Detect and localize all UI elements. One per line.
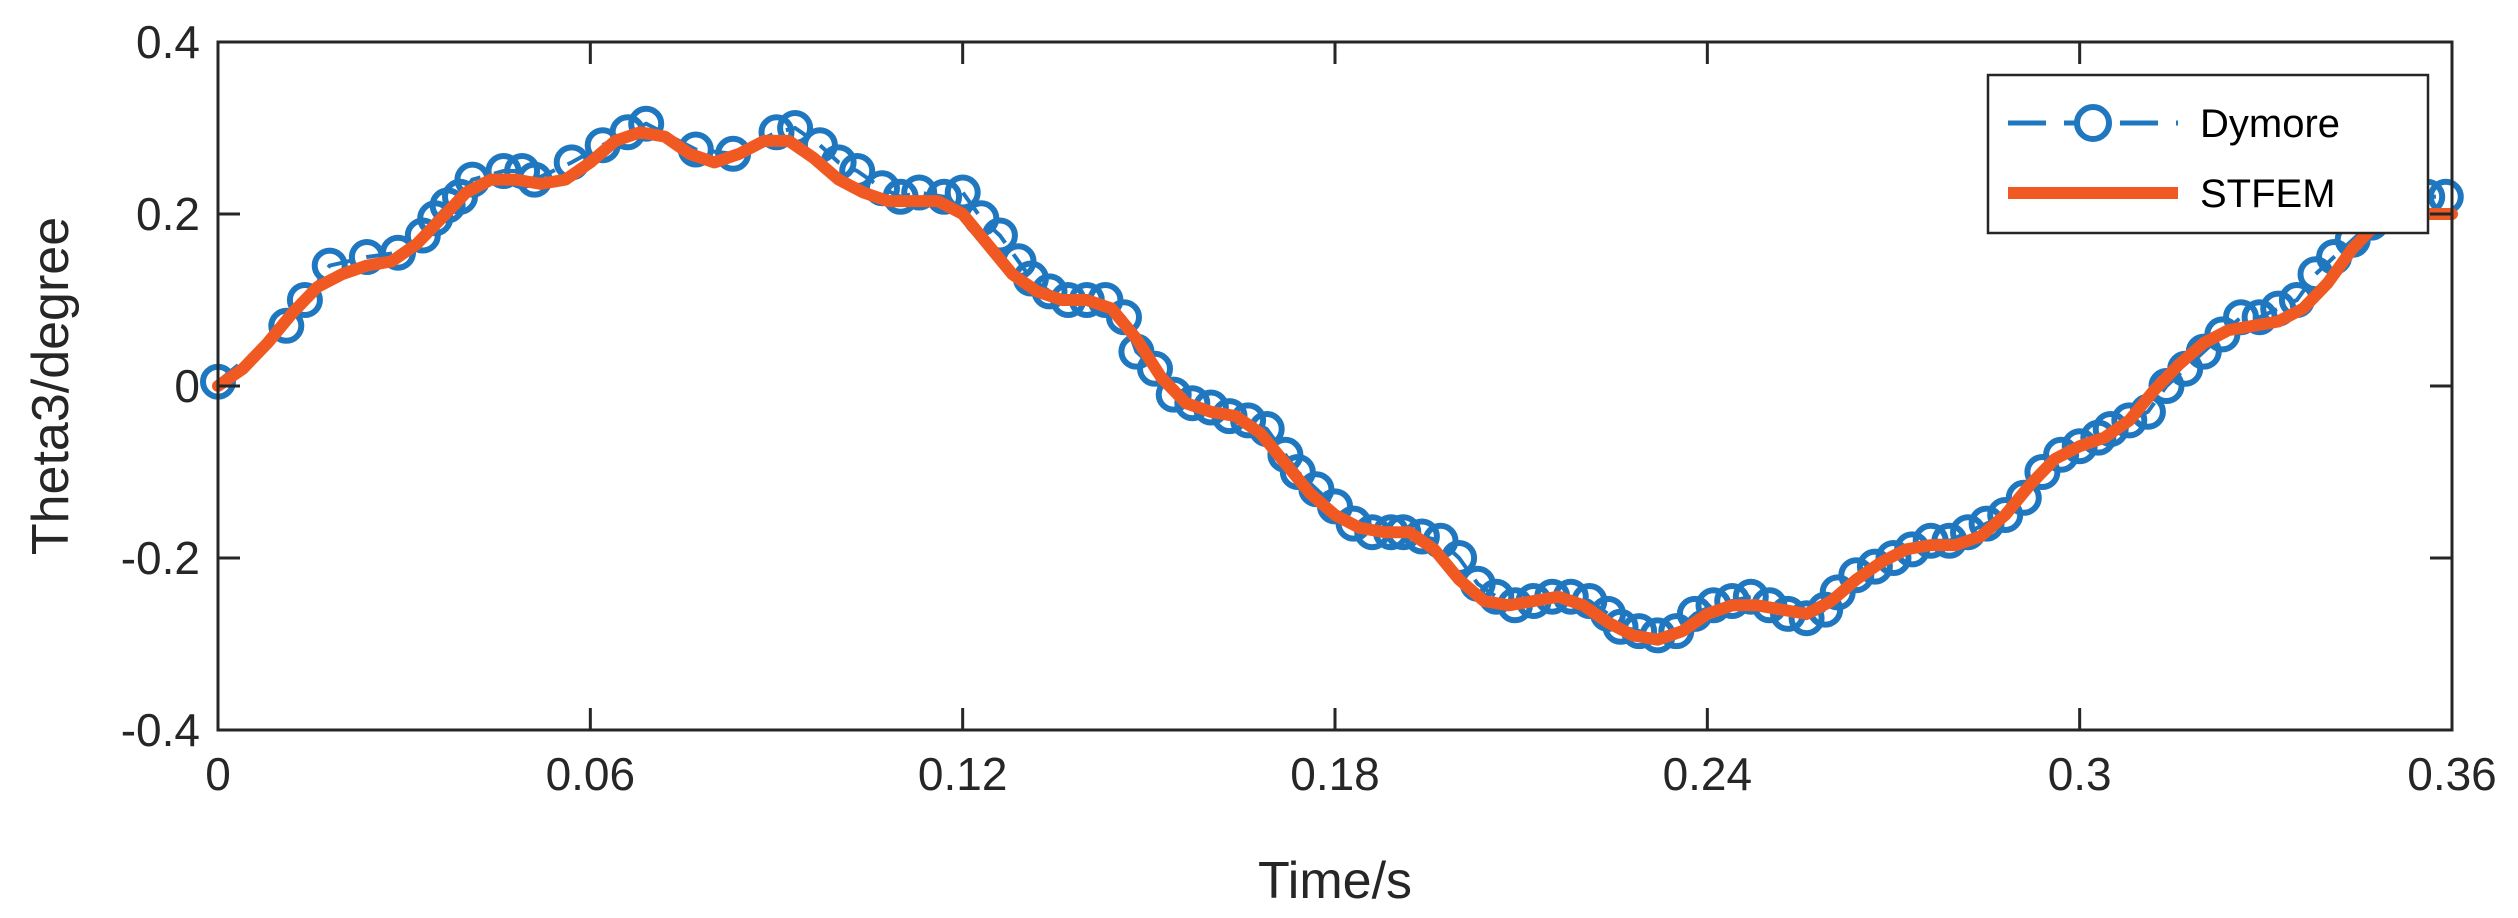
x-axis-label: Time/s (1258, 852, 1412, 910)
y-tick-label: 0.2 (136, 188, 200, 240)
dymore-marker (485, 153, 522, 189)
dymore-marker (1137, 350, 1173, 387)
x-tick-label: 0.18 (1290, 748, 1380, 800)
legend: Dymore STFEM (1986, 73, 2430, 235)
legend-label-stfem: STFEM (2200, 172, 2336, 216)
legend-entries: Dymore STFEM (2008, 102, 2340, 216)
dymore-marker (901, 174, 938, 211)
dymore-marker (1788, 600, 1825, 637)
series-line-stfem (212, 126, 2458, 646)
dymore-marker (1155, 376, 1192, 413)
y-tick-label: -0.4 (121, 704, 200, 756)
dymore-marker (1856, 548, 1893, 585)
legend-marker-dymore (2074, 104, 2112, 142)
y-tick-label: -0.2 (121, 532, 200, 584)
x-tick-label: 0.3 (2048, 748, 2112, 800)
dymore-marker (268, 307, 305, 344)
legend-label-dymore: Dymore (2200, 102, 2340, 146)
x-tick-label: 0.12 (918, 748, 1008, 800)
y-axis-label: Theta3/degree (22, 217, 80, 555)
dymore-marker (1732, 578, 1769, 615)
dymore-marker (2111, 402, 2148, 439)
x-tick-label: 0.36 (2407, 748, 2497, 800)
ticks-layer: 0 0.06 0.12 0.18 0.24 0.3 0.36 -0.4 -0.2 0 0.2 0.4 (121, 16, 2497, 800)
x-tick-label: 0 (205, 748, 231, 800)
dymore-marker (286, 282, 323, 318)
y-tick-label: 0.4 (136, 16, 200, 68)
dymore-marker (2005, 479, 2042, 516)
dymore-marker (1174, 385, 1211, 422)
x-tick-label: 0.06 (546, 748, 636, 800)
legend-box (1986, 73, 2430, 235)
y-tick-label: 0 (174, 360, 200, 412)
dymore-marker (758, 114, 795, 151)
x-tick-label: 0.24 (1663, 748, 1753, 800)
